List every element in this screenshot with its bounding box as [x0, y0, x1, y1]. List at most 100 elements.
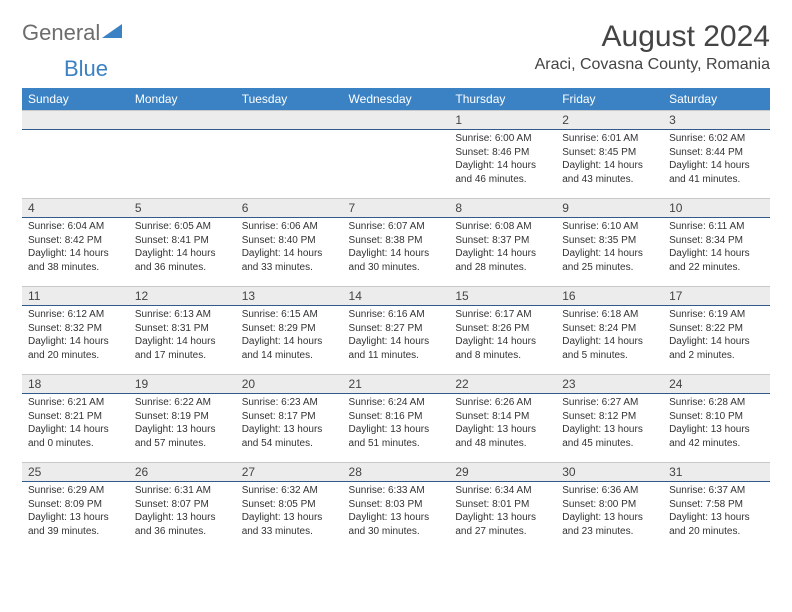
sunset-text: Sunset: 8:27 PM [349, 322, 444, 336]
day-number: 20 [236, 375, 343, 393]
cell-content: Sunrise: 6:22 AMSunset: 8:19 PMDaylight:… [129, 394, 236, 454]
calendar-week-row: 25Sunrise: 6:29 AMSunset: 8:09 PMDayligh… [22, 462, 770, 550]
daylight-text: Daylight: 14 hours and 22 minutes. [669, 247, 764, 274]
calendar-cell: 24Sunrise: 6:28 AMSunset: 8:10 PMDayligh… [663, 374, 770, 462]
calendar-week-row: 4Sunrise: 6:04 AMSunset: 8:42 PMDaylight… [22, 198, 770, 286]
logo: General [22, 20, 124, 46]
day-number: 13 [236, 287, 343, 305]
day-number: 1 [449, 111, 556, 129]
calendar-cell: 18Sunrise: 6:21 AMSunset: 8:21 PMDayligh… [22, 374, 129, 462]
calendar-cell: 31Sunrise: 6:37 AMSunset: 7:58 PMDayligh… [663, 462, 770, 550]
day-number [22, 111, 129, 129]
sunset-text: Sunset: 8:34 PM [669, 234, 764, 248]
sunrise-text: Sunrise: 6:02 AM [669, 132, 764, 146]
sunset-text: Sunset: 8:24 PM [562, 322, 657, 336]
calendar-cell: 17Sunrise: 6:19 AMSunset: 8:22 PMDayligh… [663, 286, 770, 374]
sunrise-text: Sunrise: 6:17 AM [455, 308, 550, 322]
day-number: 24 [663, 375, 770, 393]
calendar-table: Sunday Monday Tuesday Wednesday Thursday… [22, 88, 770, 550]
calendar-cell [22, 110, 129, 198]
sunrise-text: Sunrise: 6:21 AM [28, 396, 123, 410]
day-number: 25 [22, 463, 129, 481]
daylight-text: Daylight: 14 hours and 17 minutes. [135, 335, 230, 362]
sunset-text: Sunset: 8:09 PM [28, 498, 123, 512]
daylight-text: Daylight: 14 hours and 46 minutes. [455, 159, 550, 186]
calendar-cell: 10Sunrise: 6:11 AMSunset: 8:34 PMDayligh… [663, 198, 770, 286]
weekday-header: Saturday [663, 88, 770, 110]
calendar-cell: 19Sunrise: 6:22 AMSunset: 8:19 PMDayligh… [129, 374, 236, 462]
sunset-text: Sunset: 8:44 PM [669, 146, 764, 160]
day-number: 16 [556, 287, 663, 305]
cell-content: Sunrise: 6:23 AMSunset: 8:17 PMDaylight:… [236, 394, 343, 454]
calendar-cell: 30Sunrise: 6:36 AMSunset: 8:00 PMDayligh… [556, 462, 663, 550]
sunset-text: Sunset: 8:38 PM [349, 234, 444, 248]
daylight-text: Daylight: 13 hours and 54 minutes. [242, 423, 337, 450]
cell-content: Sunrise: 6:10 AMSunset: 8:35 PMDaylight:… [556, 218, 663, 278]
cell-content: Sunrise: 6:33 AMSunset: 8:03 PMDaylight:… [343, 482, 450, 542]
calendar-cell [343, 110, 450, 198]
cell-content: Sunrise: 6:36 AMSunset: 8:00 PMDaylight:… [556, 482, 663, 542]
sunrise-text: Sunrise: 6:28 AM [669, 396, 764, 410]
cell-content: Sunrise: 6:24 AMSunset: 8:16 PMDaylight:… [343, 394, 450, 454]
title-block: August 2024 Araci, Covasna County, Roman… [535, 20, 770, 74]
daylight-text: Daylight: 14 hours and 30 minutes. [349, 247, 444, 274]
sunset-text: Sunset: 8:14 PM [455, 410, 550, 424]
day-number: 31 [663, 463, 770, 481]
daylight-text: Daylight: 14 hours and 0 minutes. [28, 423, 123, 450]
sunset-text: Sunset: 8:42 PM [28, 234, 123, 248]
cell-content: Sunrise: 6:00 AMSunset: 8:46 PMDaylight:… [449, 130, 556, 190]
weekday-header: Sunday [22, 88, 129, 110]
daylight-text: Daylight: 13 hours and 23 minutes. [562, 511, 657, 538]
daylight-text: Daylight: 14 hours and 28 minutes. [455, 247, 550, 274]
cell-content: Sunrise: 6:06 AMSunset: 8:40 PMDaylight:… [236, 218, 343, 278]
month-title: August 2024 [535, 20, 770, 54]
sunset-text: Sunset: 8:21 PM [28, 410, 123, 424]
daylight-text: Daylight: 14 hours and 41 minutes. [669, 159, 764, 186]
cell-content [129, 130, 236, 136]
daylight-text: Daylight: 13 hours and 36 minutes. [135, 511, 230, 538]
calendar-cell: 8Sunrise: 6:08 AMSunset: 8:37 PMDaylight… [449, 198, 556, 286]
sunset-text: Sunset: 8:01 PM [455, 498, 550, 512]
sunrise-text: Sunrise: 6:04 AM [28, 220, 123, 234]
sunrise-text: Sunrise: 6:31 AM [135, 484, 230, 498]
cell-content: Sunrise: 6:29 AMSunset: 8:09 PMDaylight:… [22, 482, 129, 542]
day-number: 10 [663, 199, 770, 217]
sunrise-text: Sunrise: 6:18 AM [562, 308, 657, 322]
sunset-text: Sunset: 8:03 PM [349, 498, 444, 512]
calendar-cell: 2Sunrise: 6:01 AMSunset: 8:45 PMDaylight… [556, 110, 663, 198]
daylight-text: Daylight: 14 hours and 36 minutes. [135, 247, 230, 274]
cell-content: Sunrise: 6:21 AMSunset: 8:21 PMDaylight:… [22, 394, 129, 454]
daylight-text: Daylight: 14 hours and 11 minutes. [349, 335, 444, 362]
calendar-cell: 12Sunrise: 6:13 AMSunset: 8:31 PMDayligh… [129, 286, 236, 374]
cell-content: Sunrise: 6:01 AMSunset: 8:45 PMDaylight:… [556, 130, 663, 190]
sunset-text: Sunset: 8:32 PM [28, 322, 123, 336]
sunrise-text: Sunrise: 6:08 AM [455, 220, 550, 234]
sunset-text: Sunset: 7:58 PM [669, 498, 764, 512]
daylight-text: Daylight: 13 hours and 30 minutes. [349, 511, 444, 538]
daylight-text: Daylight: 14 hours and 43 minutes. [562, 159, 657, 186]
sunrise-text: Sunrise: 6:15 AM [242, 308, 337, 322]
sunset-text: Sunset: 8:07 PM [135, 498, 230, 512]
cell-content: Sunrise: 6:04 AMSunset: 8:42 PMDaylight:… [22, 218, 129, 278]
sunrise-text: Sunrise: 6:01 AM [562, 132, 657, 146]
cell-content: Sunrise: 6:34 AMSunset: 8:01 PMDaylight:… [449, 482, 556, 542]
day-number: 30 [556, 463, 663, 481]
sunset-text: Sunset: 8:12 PM [562, 410, 657, 424]
sunset-text: Sunset: 8:19 PM [135, 410, 230, 424]
day-number: 18 [22, 375, 129, 393]
calendar-cell: 28Sunrise: 6:33 AMSunset: 8:03 PMDayligh… [343, 462, 450, 550]
day-number [129, 111, 236, 129]
day-number: 19 [129, 375, 236, 393]
sunrise-text: Sunrise: 6:22 AM [135, 396, 230, 410]
cell-content: Sunrise: 6:31 AMSunset: 8:07 PMDaylight:… [129, 482, 236, 542]
day-number: 9 [556, 199, 663, 217]
day-number: 21 [343, 375, 450, 393]
daylight-text: Daylight: 13 hours and 27 minutes. [455, 511, 550, 538]
weekday-header: Friday [556, 88, 663, 110]
day-number: 15 [449, 287, 556, 305]
daylight-text: Daylight: 13 hours and 42 minutes. [669, 423, 764, 450]
sunset-text: Sunset: 8:29 PM [242, 322, 337, 336]
cell-content: Sunrise: 6:08 AMSunset: 8:37 PMDaylight:… [449, 218, 556, 278]
sunrise-text: Sunrise: 6:06 AM [242, 220, 337, 234]
sunrise-text: Sunrise: 6:26 AM [455, 396, 550, 410]
